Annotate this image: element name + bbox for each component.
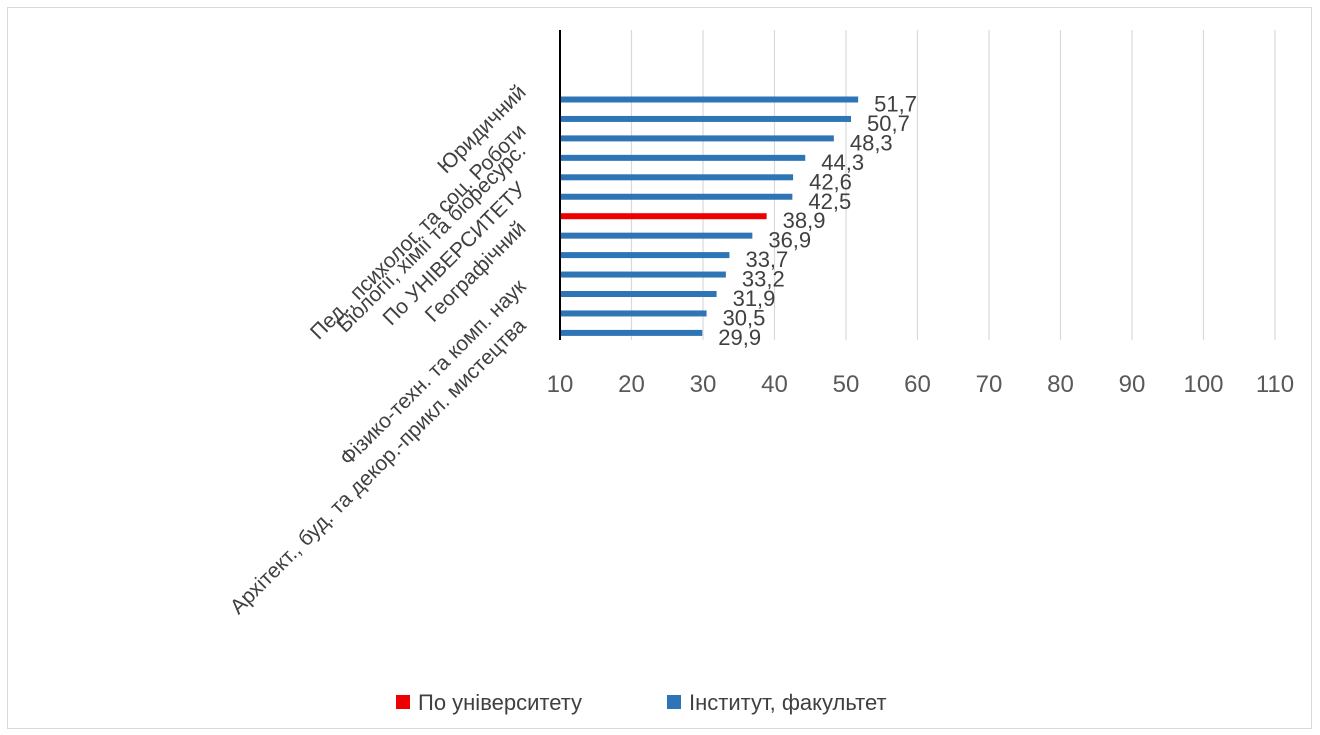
category-label: Архітект., буд. та декор.-прикл. мистецт…: [226, 314, 531, 619]
bar-faculty: [561, 115, 852, 122]
bar-value-label: 36,9: [768, 228, 811, 253]
grid-lines: [630, 30, 1276, 340]
bar-faculty: [561, 135, 834, 142]
bar-value-label: 29,9: [718, 325, 761, 350]
x-tick-label: 50: [833, 371, 860, 398]
bar-faculty: [561, 193, 793, 200]
bar-faculty: [561, 271, 726, 278]
bar-value-label: 42,5: [808, 189, 851, 214]
bar-value-label: 33,2: [742, 267, 785, 292]
x-tick-label: 100: [1183, 371, 1223, 398]
bar-value-label: 48,3: [850, 130, 893, 155]
bar-value-label: 38,9: [783, 208, 826, 233]
bar-university: [561, 213, 767, 220]
data-labels: 51,750,748,344,342,642,538,936,933,733,2…: [718, 92, 917, 350]
x-tick-label: 20: [618, 371, 645, 398]
x-tick-label: 70: [976, 371, 1003, 398]
bar-value-label: 44,3: [821, 150, 864, 175]
legend: По університету Інститут, факультет: [396, 690, 887, 715]
x-axis-tick-labels: 10 20 30 40 50 60 70 80 90 100 110: [547, 371, 1294, 398]
bar-value-label: 31,9: [733, 286, 776, 311]
x-tick-label: 30: [690, 371, 717, 398]
bar-faculty: [561, 291, 717, 297]
x-tick-label: 60: [904, 371, 931, 398]
x-tick-label: 10: [547, 371, 574, 398]
bar-value-label: 42,6: [809, 169, 852, 194]
bar-faculty: [561, 232, 753, 239]
bars: [561, 96, 859, 336]
chart-frame: [7, 7, 1312, 729]
bar-value-label: 30,5: [723, 305, 766, 330]
bar-faculty: [561, 96, 859, 103]
bar-faculty: [561, 329, 703, 336]
bar-faculty: [561, 154, 806, 161]
legend-swatch-university: [396, 695, 410, 709]
x-tick-label: 110: [1256, 371, 1294, 398]
x-tick-label: 90: [1119, 371, 1146, 398]
bar-faculty: [561, 174, 794, 181]
x-tick-label: 80: [1047, 371, 1074, 398]
bar-value-label: 51,7: [874, 92, 917, 117]
bar-value-label: 33,7: [745, 247, 788, 272]
legend-label-university: По університету: [418, 690, 582, 715]
legend-swatch-faculty: [667, 695, 681, 709]
legend-label-faculty: Інститут, факультет: [689, 690, 887, 715]
bar-value-label: 50,7: [867, 111, 910, 136]
bar-faculty: [561, 310, 707, 317]
bar-faculty: [561, 252, 730, 259]
x-tick-label: 40: [761, 371, 788, 398]
